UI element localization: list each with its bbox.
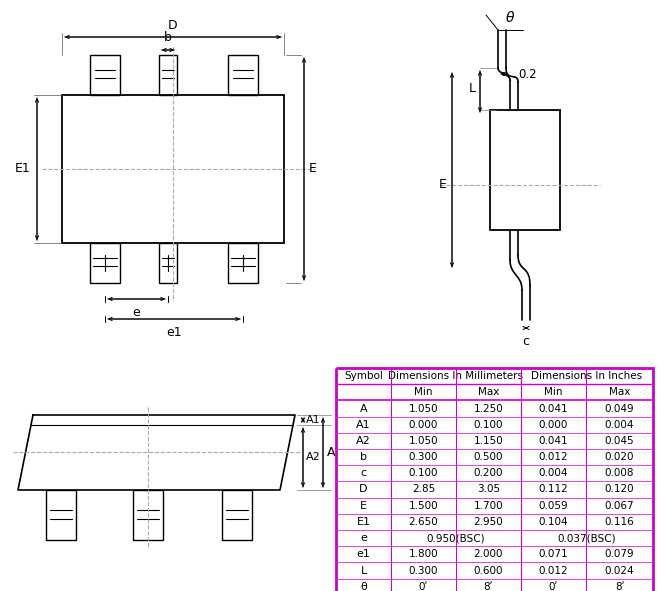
- Text: L: L: [360, 566, 366, 576]
- Bar: [90, 243, 120, 283]
- Text: Min: Min: [414, 387, 433, 397]
- Text: 2.85: 2.85: [412, 485, 435, 495]
- Text: 1.150: 1.150: [474, 436, 504, 446]
- Bar: [133, 490, 163, 540]
- Bar: [90, 55, 120, 95]
- Bar: [46, 490, 76, 540]
- Text: 0.600: 0.600: [474, 566, 503, 576]
- Text: 0.104: 0.104: [539, 517, 568, 527]
- Text: Dimensions In Inches: Dimensions In Inches: [531, 371, 643, 381]
- Bar: [159, 243, 177, 283]
- Text: 1.050: 1.050: [409, 436, 438, 446]
- Text: b: b: [164, 31, 172, 44]
- Text: c: c: [360, 468, 366, 478]
- Text: 0.116: 0.116: [605, 517, 634, 527]
- Text: E: E: [309, 163, 317, 176]
- Text: 0.120: 0.120: [605, 485, 634, 495]
- Text: 0.004: 0.004: [539, 468, 568, 478]
- Text: 0.045: 0.045: [605, 436, 634, 446]
- Text: E1: E1: [15, 163, 31, 176]
- Text: 0.2: 0.2: [518, 67, 537, 80]
- Text: L: L: [469, 83, 476, 96]
- Text: θ: θ: [506, 11, 515, 25]
- Text: 0.049: 0.049: [605, 404, 634, 414]
- Text: 0ʹ: 0ʹ: [549, 582, 558, 591]
- Text: 0.000: 0.000: [539, 420, 568, 430]
- Text: e: e: [360, 533, 367, 543]
- Text: 2.650: 2.650: [409, 517, 438, 527]
- Text: Max: Max: [609, 387, 630, 397]
- Text: D: D: [359, 485, 368, 495]
- Text: Dimensions In Millimeters: Dimensions In Millimeters: [389, 371, 523, 381]
- Text: 0.300: 0.300: [409, 566, 438, 576]
- Text: 0.020: 0.020: [605, 452, 634, 462]
- Text: Min: Min: [544, 387, 563, 397]
- Text: 0.067: 0.067: [605, 501, 634, 511]
- Text: 0.300: 0.300: [409, 452, 438, 462]
- Text: 0.100: 0.100: [474, 420, 503, 430]
- Text: Symbol: Symbol: [344, 371, 383, 381]
- Text: E: E: [360, 501, 367, 511]
- Text: 1.500: 1.500: [409, 501, 438, 511]
- Text: b: b: [360, 452, 367, 462]
- Text: 1.800: 1.800: [409, 549, 438, 559]
- Text: 0.041: 0.041: [539, 404, 568, 414]
- Text: 8ʹ: 8ʹ: [614, 582, 624, 591]
- Bar: [228, 55, 258, 95]
- Text: 0.200: 0.200: [474, 468, 503, 478]
- Text: 0.079: 0.079: [605, 549, 634, 559]
- Text: e1: e1: [356, 549, 370, 559]
- Text: E: E: [439, 178, 447, 191]
- Text: e: e: [132, 306, 140, 319]
- Text: Max: Max: [478, 387, 499, 397]
- Text: θ: θ: [360, 582, 367, 591]
- Text: 1.250: 1.250: [474, 404, 504, 414]
- Text: E1: E1: [356, 517, 370, 527]
- Text: A1: A1: [356, 420, 371, 430]
- Text: 0.071: 0.071: [539, 549, 568, 559]
- Text: 3.05: 3.05: [477, 485, 500, 495]
- Text: 2.950: 2.950: [474, 517, 504, 527]
- Text: 0.500: 0.500: [474, 452, 503, 462]
- Bar: [62, 95, 284, 243]
- Text: 1.050: 1.050: [409, 404, 438, 414]
- Text: 0.012: 0.012: [539, 566, 568, 576]
- Bar: [336, 368, 653, 591]
- Text: 2.000: 2.000: [474, 549, 503, 559]
- Text: 0.037(BSC): 0.037(BSC): [558, 533, 616, 543]
- Text: 1.700: 1.700: [474, 501, 504, 511]
- Text: A2: A2: [306, 452, 321, 462]
- Text: 8ʹ: 8ʹ: [484, 582, 493, 591]
- Text: 0.950(BSC): 0.950(BSC): [426, 533, 485, 543]
- Text: 0.000: 0.000: [409, 420, 438, 430]
- Text: 0.059: 0.059: [539, 501, 568, 511]
- Text: 0.112: 0.112: [539, 485, 568, 495]
- Text: 0.100: 0.100: [409, 468, 438, 478]
- Text: 0.008: 0.008: [605, 468, 634, 478]
- Text: A: A: [327, 446, 335, 459]
- Bar: [228, 243, 258, 283]
- Text: A: A: [360, 404, 368, 414]
- Text: e1: e1: [166, 326, 182, 339]
- Text: 0.024: 0.024: [605, 566, 634, 576]
- Text: D: D: [168, 19, 178, 32]
- Text: 0ʹ: 0ʹ: [419, 582, 428, 591]
- Text: 0.004: 0.004: [605, 420, 634, 430]
- Bar: [490, 110, 560, 230]
- Bar: [159, 55, 177, 95]
- Text: A1: A1: [306, 415, 321, 425]
- Text: c: c: [523, 335, 529, 348]
- Text: A2: A2: [356, 436, 371, 446]
- Bar: [222, 490, 252, 540]
- Text: 0.012: 0.012: [539, 452, 568, 462]
- Text: 0.041: 0.041: [539, 436, 568, 446]
